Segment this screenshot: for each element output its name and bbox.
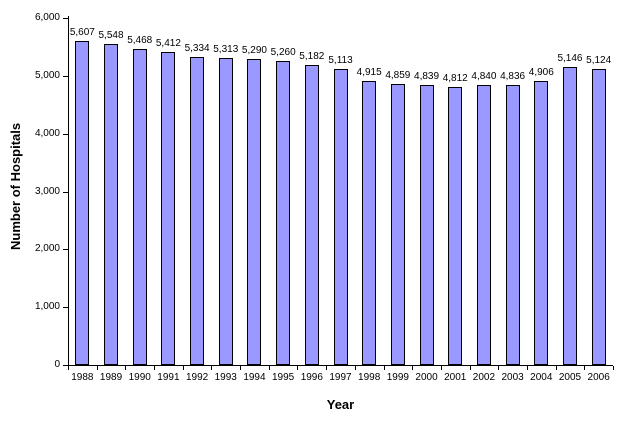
- y-tick-label: 3,000: [34, 185, 60, 197]
- x-tick-mark: [297, 366, 299, 370]
- bar-value-label: 5,313: [213, 44, 239, 55]
- x-tick-label: 1990: [128, 372, 151, 383]
- x-tick-mark: [383, 366, 385, 370]
- bar-value-label: 5,607: [69, 27, 95, 38]
- y-tick-label: 1,000: [34, 301, 60, 313]
- bar: [104, 44, 119, 365]
- bar-value-label: 5,124: [586, 55, 612, 66]
- y-axis-line: [68, 16, 69, 366]
- bar-value-label: 5,468: [127, 35, 153, 46]
- x-tick-label: 2006: [587, 372, 610, 383]
- x-tick-mark: [440, 366, 442, 370]
- bar: [562, 67, 577, 365]
- x-tick-label: 2004: [530, 372, 553, 383]
- x-tick-label: 1999: [386, 372, 409, 383]
- y-tick-mark: [63, 307, 68, 309]
- bar: [390, 84, 405, 365]
- x-tick-mark: [526, 366, 528, 370]
- x-tick-mark: [354, 366, 356, 370]
- bar: [448, 87, 463, 365]
- bar-value-label: 5,113: [328, 55, 353, 66]
- bar: [132, 49, 147, 365]
- x-tick-label: 1991: [157, 372, 180, 383]
- bar: [534, 81, 549, 365]
- y-tick-label: 5,000: [34, 69, 60, 81]
- bar: [304, 65, 319, 365]
- y-tick-label: 6,000: [34, 12, 60, 23]
- x-tick-mark: [68, 366, 69, 370]
- x-tick-label: 2003: [501, 372, 524, 383]
- bar: [75, 41, 90, 365]
- x-tick-label: 1994: [243, 372, 266, 383]
- y-tick-mark: [63, 249, 68, 251]
- x-tick-label: 1997: [329, 372, 352, 383]
- bar-value-label: 5,548: [98, 30, 124, 41]
- y-tick-label: 2,000: [34, 243, 60, 255]
- bar-value-label: 4,840: [471, 71, 497, 82]
- x-tick-mark: [584, 366, 586, 370]
- bar-value-label: 5,146: [557, 53, 583, 64]
- bar-value-label: 4,859: [385, 70, 411, 81]
- bar: [591, 69, 606, 365]
- bar: [161, 52, 176, 365]
- x-tick-mark: [182, 366, 184, 370]
- x-tick-label: 1998: [358, 372, 381, 383]
- bar: [276, 61, 291, 365]
- bar-value-label: 5,290: [241, 45, 267, 56]
- y-tick-mark: [63, 133, 68, 135]
- x-tick-mark: [555, 366, 557, 370]
- bar: [505, 85, 520, 365]
- bar-value-label: 4,836: [500, 71, 526, 82]
- y-tick-mark: [63, 365, 68, 366]
- x-tick-mark: [469, 366, 471, 370]
- bar-value-label: 5,412: [155, 38, 181, 49]
- bar: [476, 85, 491, 365]
- bar: [247, 59, 262, 365]
- y-tick-mark: [63, 75, 68, 77]
- x-tick-label: 1995: [272, 372, 295, 383]
- x-tick-label: 2000: [415, 372, 438, 383]
- y-tick-label: 4,000: [34, 127, 60, 139]
- bar: [362, 81, 377, 365]
- x-tick-mark: [412, 366, 414, 370]
- bar-value-label: 5,182: [299, 51, 325, 62]
- x-tick-label: 1996: [300, 372, 323, 383]
- x-tick-mark: [154, 366, 156, 370]
- bar: [190, 57, 205, 365]
- bar: [218, 58, 233, 365]
- x-tick-label: 2002: [472, 372, 496, 383]
- x-tick-mark: [326, 366, 328, 370]
- bar-value-label: 4,906: [528, 67, 554, 78]
- bar: [333, 69, 348, 365]
- x-tick-label: 1993: [214, 372, 237, 383]
- bar-value-label: 4,839: [414, 71, 440, 82]
- x-tick-mark: [240, 366, 242, 370]
- bar-value-label: 5,334: [184, 43, 210, 54]
- x-tick-label: 1988: [71, 372, 94, 383]
- bar-value-label: 5,260: [270, 47, 296, 58]
- bar-value-label: 4,812: [442, 73, 468, 84]
- x-tick-label: 2005: [558, 372, 582, 383]
- x-tick-mark: [211, 366, 213, 370]
- x-tick-mark: [268, 366, 270, 370]
- x-tick-label: 1992: [185, 372, 209, 383]
- x-tick-mark: [613, 366, 614, 370]
- x-axis-line: [68, 365, 613, 366]
- x-tick-label: 1989: [99, 372, 123, 383]
- x-tick-mark: [498, 366, 500, 370]
- bar: [419, 85, 434, 365]
- y-tick-mark: [63, 191, 68, 193]
- x-tick-label: 2001: [444, 372, 467, 383]
- x-tick-mark: [96, 366, 98, 370]
- y-tick-label: 0: [54, 359, 60, 370]
- bar-value-label: 4,915: [356, 67, 382, 78]
- x-axis-title: Year: [326, 397, 355, 412]
- x-tick-mark: [125, 366, 127, 370]
- y-tick-mark: [63, 18, 68, 19]
